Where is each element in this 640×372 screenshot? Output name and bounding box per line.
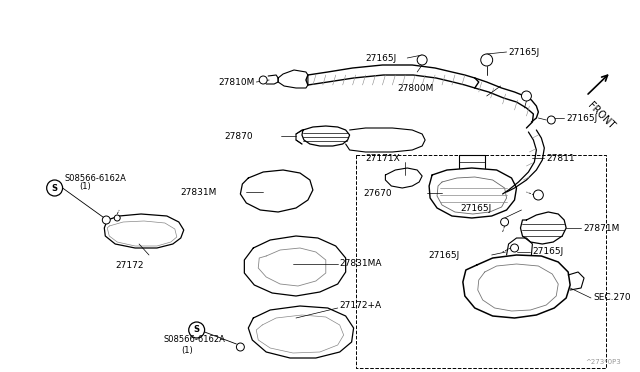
Circle shape xyxy=(114,215,120,221)
Text: FRONT: FRONT xyxy=(586,100,617,131)
Text: 27800M: 27800M xyxy=(397,83,434,93)
Text: S: S xyxy=(52,183,58,192)
Text: 27165J: 27165J xyxy=(365,54,397,62)
Text: 27172+A: 27172+A xyxy=(340,301,382,311)
Circle shape xyxy=(236,343,244,351)
Circle shape xyxy=(533,190,543,200)
Text: S: S xyxy=(194,326,200,334)
Text: 27810M: 27810M xyxy=(218,77,255,87)
Circle shape xyxy=(481,54,493,66)
Text: 27831MA: 27831MA xyxy=(340,260,382,269)
Text: 27670: 27670 xyxy=(364,189,392,198)
Text: 27871M: 27871M xyxy=(583,224,620,232)
Text: S08566-6162A: S08566-6162A xyxy=(164,336,226,344)
Text: 27165J: 27165J xyxy=(429,250,460,260)
Circle shape xyxy=(259,76,267,84)
Text: 27165J: 27165J xyxy=(532,247,564,257)
Text: 27165J: 27165J xyxy=(509,48,540,57)
Text: (1): (1) xyxy=(79,182,92,190)
Circle shape xyxy=(547,116,556,124)
Text: 27811: 27811 xyxy=(547,154,575,163)
Text: 27171X: 27171X xyxy=(365,154,400,163)
Text: S08566-6162A: S08566-6162A xyxy=(65,173,127,183)
Text: 27165J: 27165J xyxy=(460,203,492,212)
Text: 27870: 27870 xyxy=(225,131,253,141)
Text: 27831M: 27831M xyxy=(180,187,216,196)
Circle shape xyxy=(522,91,531,101)
Circle shape xyxy=(500,218,509,226)
Text: 27165J: 27165J xyxy=(566,113,597,122)
Circle shape xyxy=(417,55,427,65)
Text: (1): (1) xyxy=(180,346,193,355)
Circle shape xyxy=(102,216,110,224)
Circle shape xyxy=(511,244,518,252)
Text: ^273*0P3: ^273*0P3 xyxy=(585,359,621,365)
Text: 27172: 27172 xyxy=(115,260,143,269)
Text: SEC.270: SEC.270 xyxy=(593,294,630,302)
